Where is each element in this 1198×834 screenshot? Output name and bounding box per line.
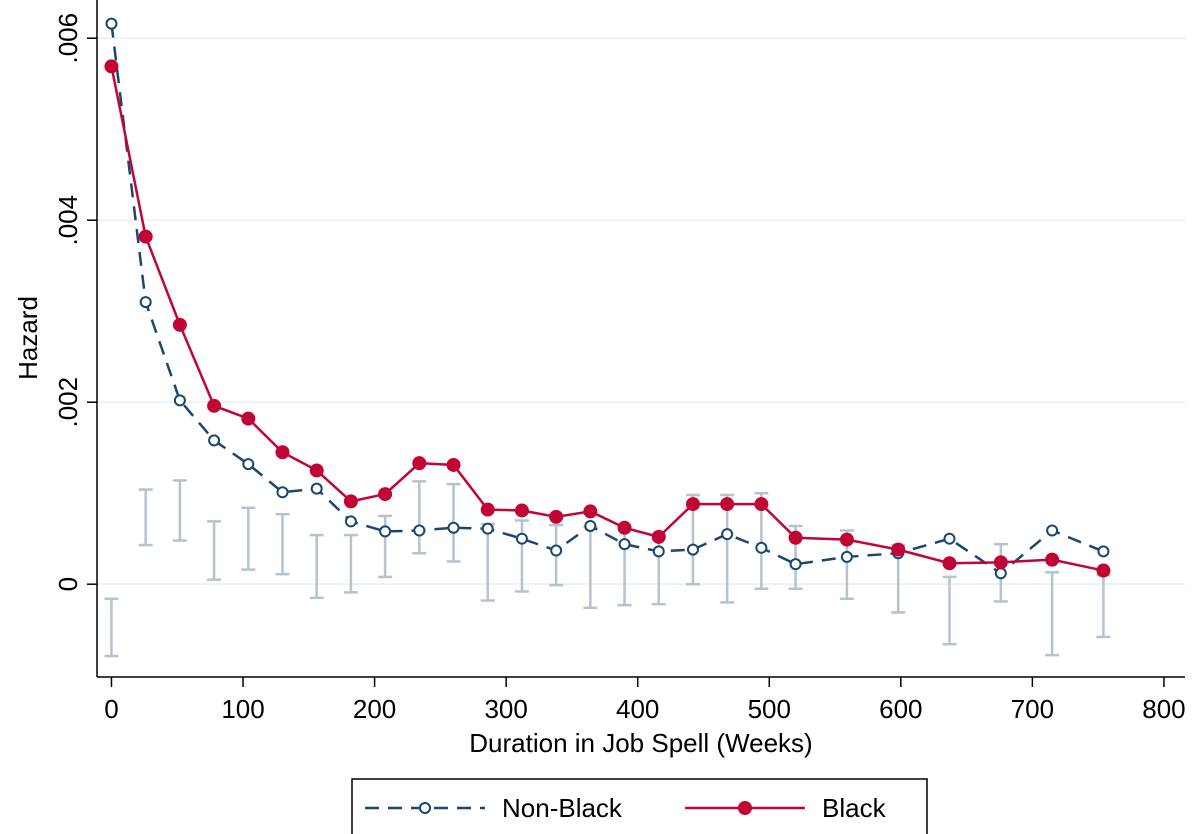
error-bar [1045, 571, 1060, 657]
point [514, 503, 529, 518]
point [652, 545, 665, 558]
point [1045, 552, 1060, 567]
error-bar [412, 480, 427, 555]
point [412, 456, 427, 471]
x-tick-label: 600 [879, 694, 922, 724]
point [242, 458, 255, 471]
point [618, 538, 631, 551]
point [104, 59, 119, 74]
point [550, 544, 563, 557]
point [993, 555, 1008, 570]
point [446, 457, 461, 472]
point [788, 530, 803, 545]
y-tick-label: .002 [53, 377, 83, 428]
x-tick-label: 700 [1011, 694, 1054, 724]
point [721, 528, 734, 541]
error-bar [514, 519, 529, 593]
point [754, 497, 769, 512]
legend-box [351, 778, 928, 834]
point [789, 558, 802, 571]
error-bar [207, 520, 222, 581]
point [344, 515, 357, 528]
x-axis-label: Duration in Job Spell (Weeks) [469, 728, 812, 758]
legend-marker [738, 801, 752, 815]
point [447, 521, 460, 534]
point [275, 445, 290, 460]
error-bar [583, 525, 598, 610]
point [651, 529, 666, 544]
point [942, 556, 957, 571]
y-tick-label: .004 [53, 195, 83, 246]
series-line [110, 23, 1104, 575]
error-bar [651, 533, 666, 606]
point [839, 532, 854, 547]
point [685, 497, 700, 512]
error-bar [480, 522, 495, 602]
point [139, 296, 152, 309]
point [276, 486, 289, 499]
x-tick-label: 300 [484, 694, 527, 724]
point [686, 543, 699, 556]
series-line [110, 66, 1104, 572]
point [413, 524, 426, 537]
error-bar [309, 533, 324, 600]
error-bar [343, 533, 358, 594]
point [617, 520, 632, 535]
error-bar [241, 506, 256, 571]
point [379, 525, 392, 538]
point [138, 229, 153, 244]
error-bar [104, 597, 119, 658]
x-tick-label: 400 [616, 694, 659, 724]
point [515, 532, 528, 545]
error-bar [378, 514, 393, 579]
y-tick-label: 0 [53, 577, 83, 591]
point [583, 504, 598, 519]
point [208, 434, 221, 447]
point [840, 550, 853, 563]
point [309, 463, 324, 478]
x-tick-label: 0 [104, 694, 118, 724]
point [891, 542, 906, 557]
error-bar [275, 512, 290, 576]
error-bar [138, 488, 153, 547]
point [241, 411, 256, 426]
point [755, 541, 768, 554]
point [207, 398, 222, 413]
point [584, 519, 597, 532]
point [1046, 524, 1059, 537]
point [480, 502, 495, 517]
error-bar [942, 575, 957, 646]
x-tick-label: 800 [1142, 694, 1185, 724]
point [943, 532, 956, 545]
point [481, 522, 494, 535]
point [173, 394, 186, 407]
x-tick-label: 200 [353, 694, 396, 724]
point [310, 482, 323, 495]
point [172, 317, 187, 332]
legend-marker [419, 802, 431, 814]
point [343, 494, 358, 509]
error-bar [172, 479, 187, 542]
point [1096, 563, 1111, 578]
x-tick-label: 500 [748, 694, 791, 724]
point [720, 497, 735, 512]
point [549, 509, 564, 524]
x-tick-label: 100 [221, 694, 264, 724]
point [994, 567, 1007, 580]
point [378, 487, 393, 502]
point [1097, 545, 1110, 558]
error-bar [720, 493, 735, 604]
legend-label: Black [822, 793, 887, 823]
y-axis-label: Hazard [13, 296, 43, 380]
legend-label: Non-Black [502, 793, 623, 823]
y-tick-label: .006 [53, 13, 83, 64]
point [105, 17, 118, 30]
